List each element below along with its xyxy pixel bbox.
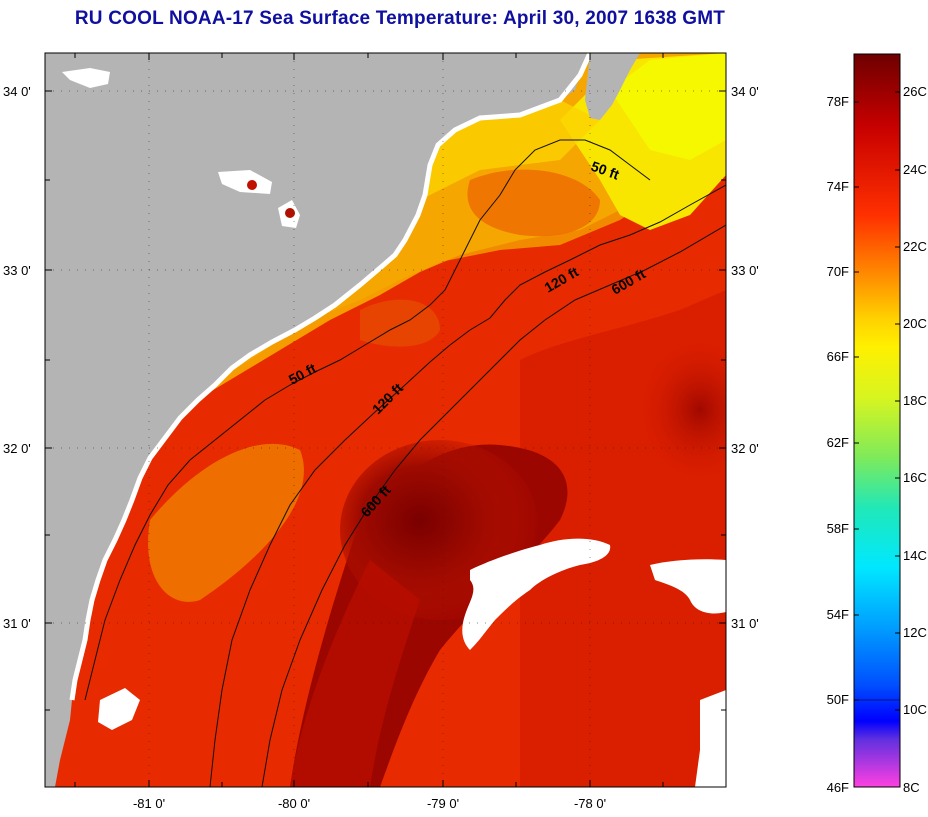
- colorbar-ticks: [854, 91, 900, 711]
- colorbar-f-label: 58F: [827, 521, 849, 536]
- lake-red-2: [285, 208, 295, 218]
- axis-ticks: [45, 53, 726, 787]
- lat-label: 34 0': [3, 84, 31, 99]
- contour-120ft: [209, 184, 726, 787]
- lat-label-right: 34 0': [731, 84, 759, 99]
- lon-label: -79 0': [427, 796, 459, 811]
- lon-label: -80 0': [278, 796, 310, 811]
- lon-label: -78 0': [574, 796, 606, 811]
- colorbar-c-label: 26C: [903, 84, 927, 99]
- shelf-red-patch: [360, 299, 440, 347]
- colorbar-gradient: [853, 53, 901, 788]
- colorbar-c-label: 18C: [903, 393, 927, 408]
- south-coast-cloud: [98, 688, 140, 730]
- cool-yellow-bright: [610, 53, 726, 160]
- land-mass: [45, 53, 590, 787]
- colorbar-f-label: 74F: [827, 179, 849, 194]
- colorbar-c-label: 22C: [903, 239, 927, 254]
- offshore-cloud-east: [650, 559, 726, 614]
- east-warm-core: [640, 340, 726, 480]
- colorbar-f-label: 78F: [827, 94, 849, 109]
- colorbar-f-label: 70F: [827, 264, 849, 279]
- lat-label: 33 0': [3, 263, 31, 278]
- colorbar-f-label: 62F: [827, 435, 849, 450]
- contour-50ft: [84, 139, 651, 701]
- lat-label-right: 32 0': [731, 441, 759, 456]
- inland-cloud-1: [62, 68, 110, 88]
- lon-label: -81 0': [133, 796, 165, 811]
- lat-label: 32 0': [3, 441, 31, 456]
- land-north: [585, 53, 640, 120]
- colorbar-c-label: 20C: [903, 316, 927, 331]
- colorbar-c-label: 8C: [903, 780, 920, 795]
- lat-label-right: 31 0': [731, 616, 759, 631]
- colorbar-f-label: 50F: [827, 692, 849, 707]
- colorbar-f-label: 46F: [827, 780, 849, 795]
- colorbar: 78F 74F 70F 66F 62F 58F 54F 50F 46F 26C …: [827, 53, 927, 795]
- mid-shelf-patch: [148, 443, 304, 602]
- coastal-cloud-fringe: [69, 53, 593, 701]
- map-title: RU COOL NOAA-17 Sea Surface Temperature:…: [74, 8, 726, 29]
- colorbar-c-label: 14C: [903, 548, 927, 563]
- contour-600ft: [261, 224, 726, 787]
- lake-red-1: [247, 180, 257, 190]
- colorbar-c-label: 10C: [903, 702, 927, 717]
- map-frame: [44, 52, 727, 788]
- lat-label: 31 0': [3, 616, 31, 631]
- gulf-stream-tail: [290, 560, 420, 787]
- inland-cloud-2: [218, 170, 272, 194]
- colorbar-f-label: 54F: [827, 607, 849, 622]
- colorbar-c-label: 24C: [903, 162, 927, 177]
- offshore-cloud-main: [462, 538, 611, 650]
- lat-label-right: 33 0': [731, 263, 759, 278]
- offshore-cloud-se: [695, 690, 726, 787]
- colorbar-c-label: 12C: [903, 625, 927, 640]
- colorbar-c-label: 16C: [903, 470, 927, 485]
- north-orange-patch: [467, 169, 600, 237]
- colorbar-f-label: 66F: [827, 349, 849, 364]
